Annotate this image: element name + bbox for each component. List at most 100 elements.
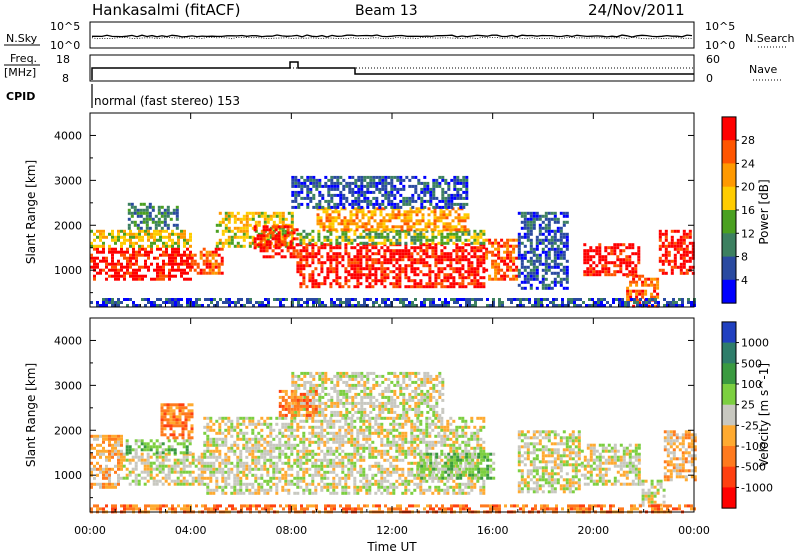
- echo-cell: [447, 187, 451, 191]
- echo-cell: [166, 409, 170, 413]
- echo-cell: [278, 470, 282, 474]
- echo-cell: [138, 277, 141, 281]
- echo-cell: [526, 259, 530, 263]
- echo-cell: [90, 467, 93, 471]
- echo-cell: [365, 246, 369, 250]
- echo-cell: [410, 264, 414, 268]
- echo-cell: [329, 232, 333, 236]
- echo-cell: [227, 226, 231, 230]
- echo-cell: [374, 473, 378, 477]
- echo-cell: [391, 225, 395, 229]
- echo-cell: [128, 448, 132, 452]
- echo-cell: [444, 298, 447, 301]
- echo-cell: [419, 261, 423, 265]
- echo-cell: [365, 258, 369, 262]
- echo-cell: [436, 216, 440, 220]
- echo-cell: [628, 243, 632, 247]
- echo-cell: [326, 229, 330, 233]
- echo-cell: [287, 425, 291, 429]
- echo-cell: [133, 211, 137, 215]
- echo-cell: [526, 271, 530, 275]
- echo-cell: [333, 187, 337, 191]
- echo-cell: [350, 473, 354, 477]
- echo-cell: [160, 418, 164, 422]
- echo-cell: [446, 258, 450, 262]
- echo-cell: [149, 467, 153, 471]
- echo-cell: [228, 298, 231, 301]
- echo-cell: [450, 196, 454, 200]
- echo-cell: [114, 241, 117, 245]
- echo-cell: [380, 425, 384, 429]
- echo-cell: [258, 304, 261, 307]
- echo-cell: [550, 244, 554, 248]
- echo-cell: [404, 455, 408, 459]
- echo-cell: [171, 247, 174, 251]
- echo-cell: [290, 446, 294, 450]
- echo-cell: [142, 202, 146, 206]
- echo-cell: [517, 238, 521, 242]
- echo-cell: [108, 250, 111, 254]
- echo-cell: [426, 181, 430, 185]
- echo-cell: [464, 276, 468, 280]
- echo-cell: [172, 409, 176, 413]
- echo-cell: [332, 258, 336, 262]
- echo-cell: [360, 184, 364, 188]
- echo-cell: [111, 449, 114, 453]
- echo-cell: [248, 452, 252, 456]
- echo-cell: [404, 252, 408, 256]
- echo-cell: [449, 282, 453, 286]
- echo-cell: [419, 235, 423, 239]
- echo-cell: [555, 304, 558, 307]
- echo-cell: [117, 304, 120, 307]
- echo-cell: [224, 416, 228, 420]
- echo-cell: [402, 202, 406, 206]
- echo-cell: [395, 440, 399, 444]
- echo-cell: [440, 279, 444, 283]
- echo-cell: [108, 470, 111, 474]
- echo-cell: [120, 449, 123, 453]
- echo-cell: [350, 467, 354, 471]
- echo-cell: [379, 210, 383, 214]
- echo-cell: [168, 277, 171, 281]
- echo-cell: [182, 445, 186, 449]
- echo-cell: [547, 226, 551, 230]
- echo-cell: [592, 270, 596, 274]
- echo-cell: [404, 249, 408, 253]
- echo-cell: [497, 256, 501, 260]
- echo-cell: [286, 228, 290, 232]
- echo-cell: [324, 175, 328, 179]
- echo-cell: [163, 433, 167, 437]
- echo-cell: [172, 430, 176, 434]
- echo-cell: [173, 448, 177, 452]
- echo-cell: [532, 250, 536, 254]
- echo-cell: [353, 419, 357, 423]
- echo-cell: [529, 262, 533, 266]
- echo-cell: [473, 279, 477, 283]
- echo-cell: [377, 261, 381, 265]
- echo-cell: [125, 442, 129, 446]
- echo-cell: [196, 265, 200, 269]
- echo-cell: [353, 479, 357, 483]
- echo-cell: [368, 270, 372, 274]
- echo-cell: [262, 234, 266, 238]
- echo-cell: [190, 256, 194, 260]
- echo-cell: [302, 255, 306, 259]
- echo-cell: [200, 482, 204, 486]
- echo-cell: [670, 235, 674, 239]
- echo-cell: [363, 298, 366, 301]
- echo-cell: [93, 244, 96, 248]
- echo-cell: [114, 265, 117, 269]
- echo-cell: [377, 267, 381, 271]
- echo-cell: [598, 255, 602, 259]
- echo-cell: [317, 425, 321, 429]
- echo-cell: [236, 443, 240, 447]
- echo-cell: [320, 428, 324, 432]
- echo-cell: [400, 219, 404, 223]
- echo-cell: [305, 485, 309, 489]
- echo-cell: [465, 178, 469, 182]
- echo-cell: [326, 270, 330, 274]
- echo-cell: [135, 271, 138, 275]
- echo-cell: [526, 238, 530, 242]
- echo-cell: [460, 225, 464, 229]
- echo-cell: [180, 271, 183, 275]
